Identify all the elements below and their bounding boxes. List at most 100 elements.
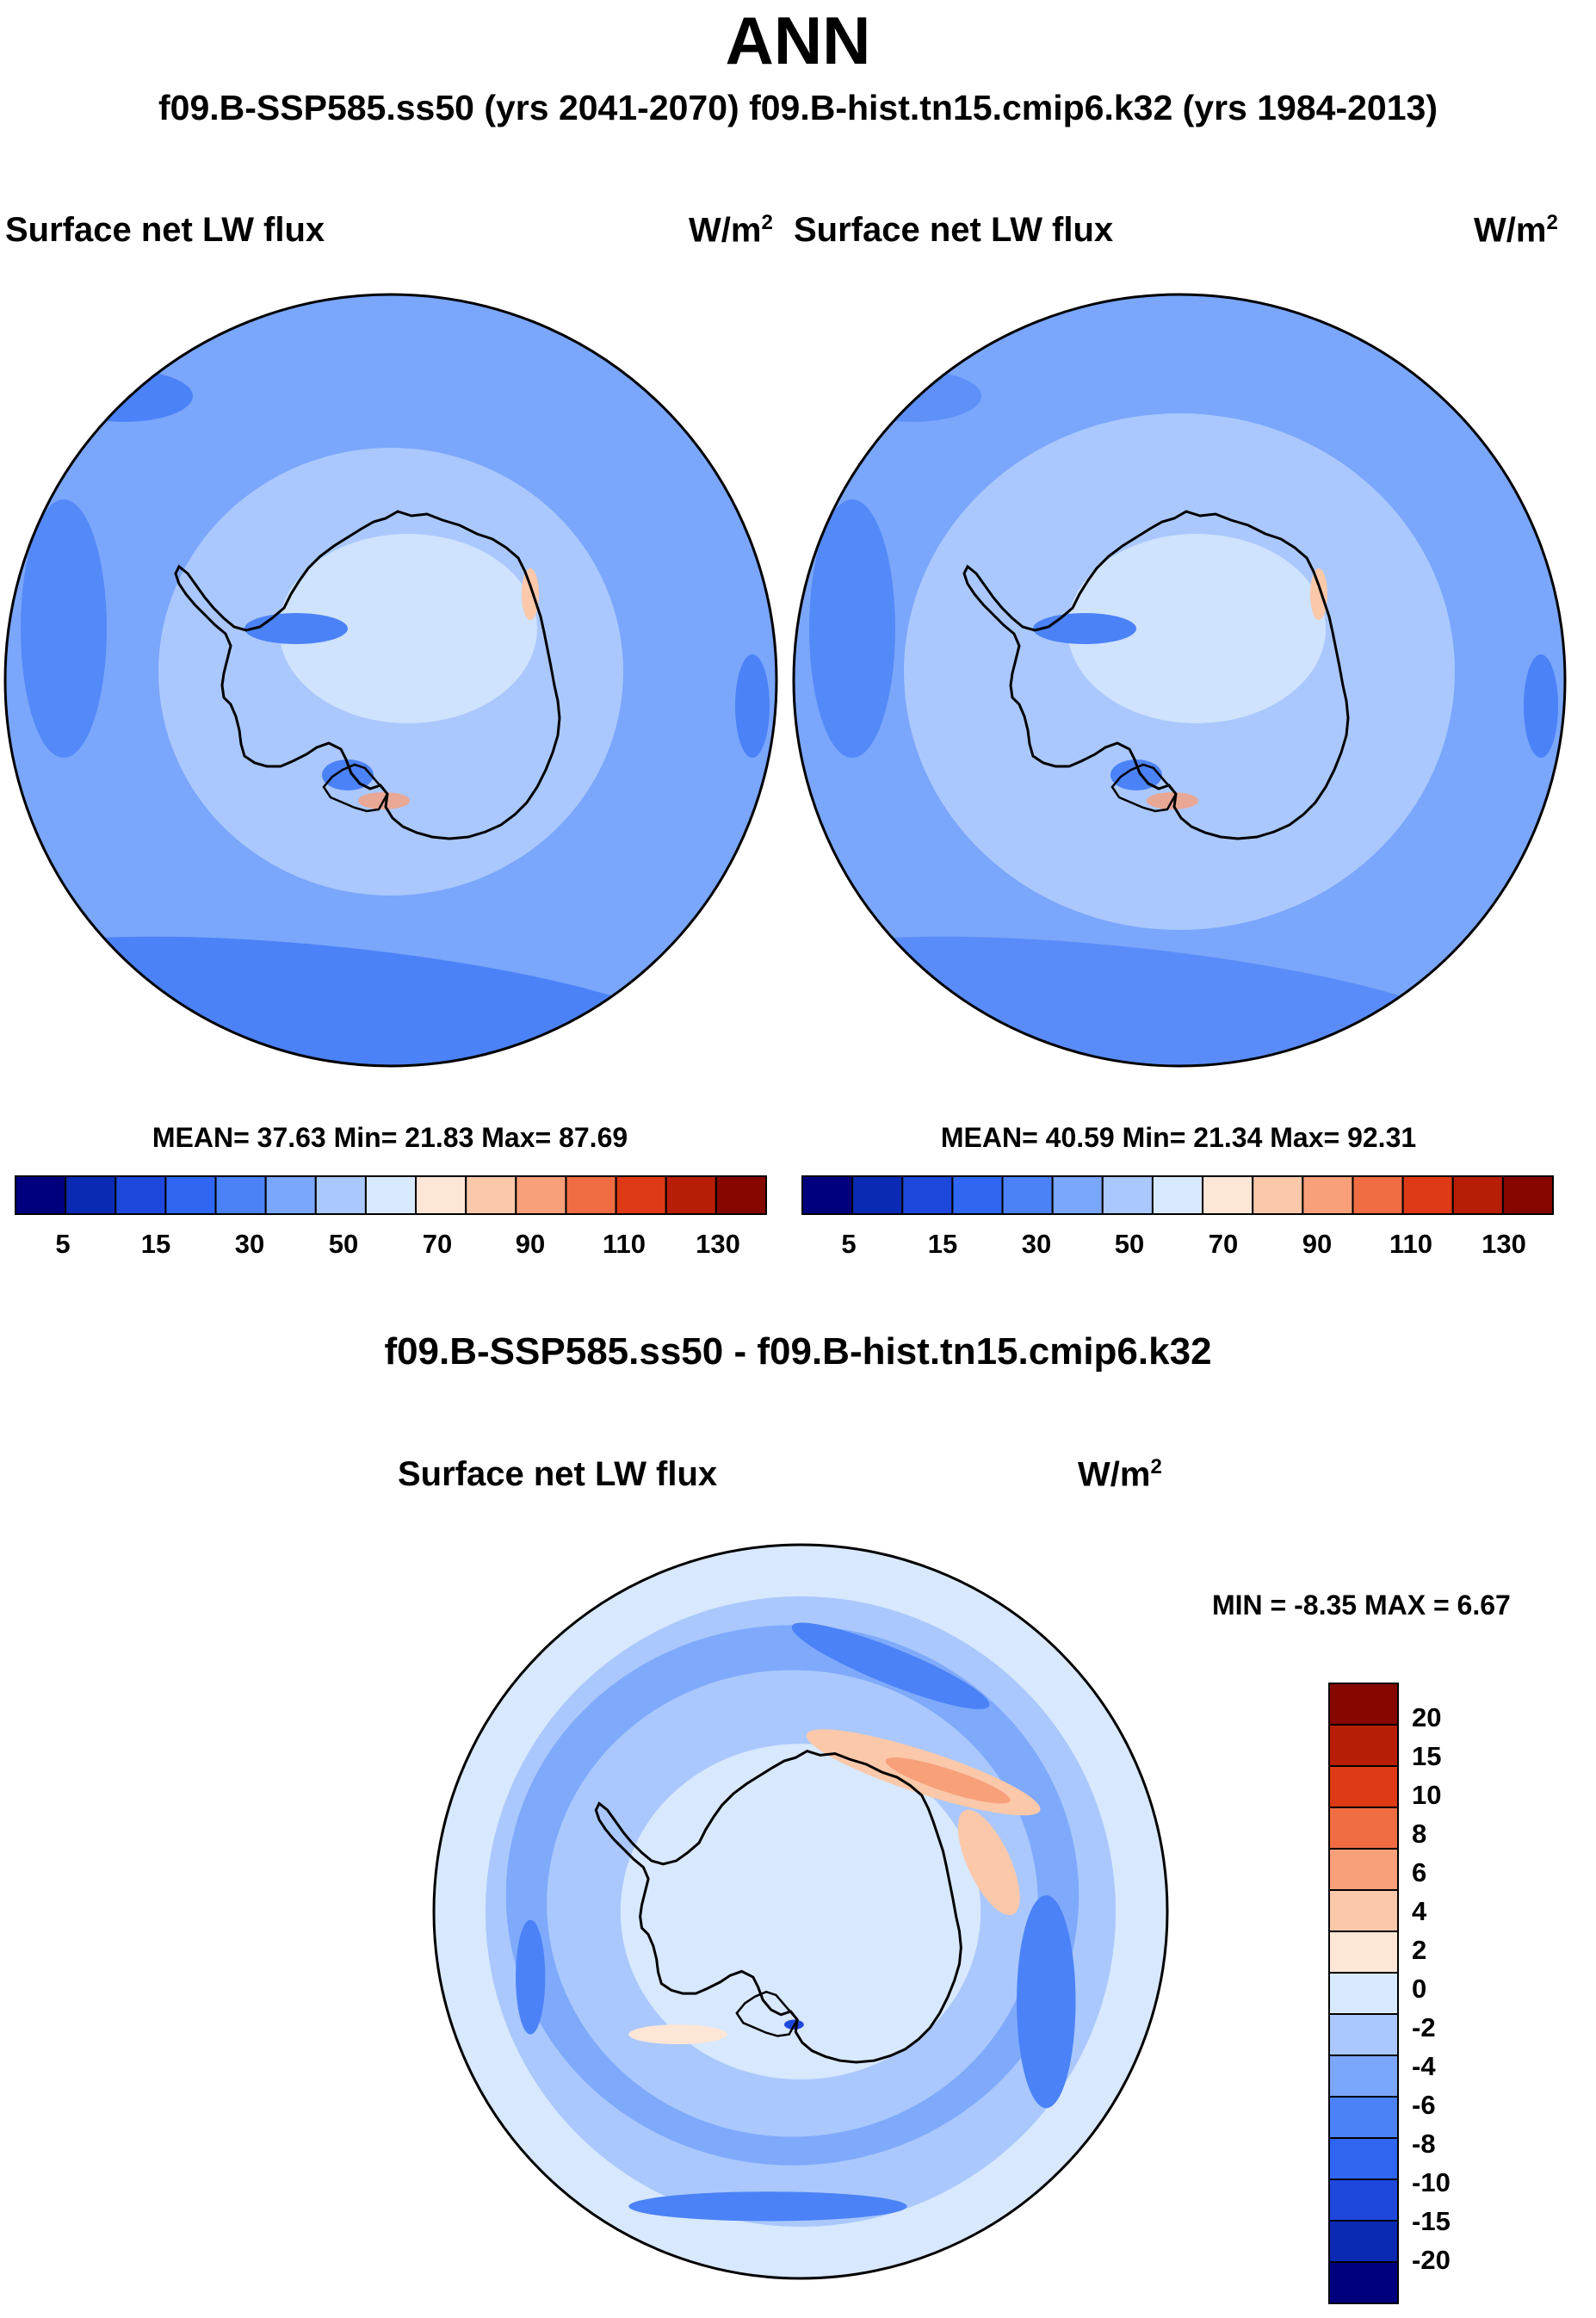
colorbar-box	[665, 1175, 717, 1215]
colorbar-box	[1328, 2013, 1399, 2056]
colorbar-tick-label: 70	[422, 1229, 453, 1259]
colorbar-panel2	[801, 1175, 1555, 1215]
colorbar-tick-label: 4	[1412, 1896, 1427, 1926]
map-panel2-field	[794, 294, 1565, 1066]
field-patch	[809, 499, 895, 758]
colorbar-box	[1328, 2220, 1399, 2263]
field-patch	[516, 1919, 546, 2035]
colorbar-box	[1328, 1807, 1399, 1850]
colorbar-tick-label: -20	[1412, 2245, 1451, 2275]
colorbar-box	[901, 1175, 954, 1215]
colorbar-tick-label: 110	[602, 1229, 646, 1259]
ross-ice-shelf-outline	[322, 763, 389, 813]
colorbar-box	[1252, 1175, 1304, 1215]
colorbar-tick-label: -15	[1412, 2206, 1451, 2236]
colorbar-box	[515, 1175, 567, 1215]
field-patch	[791, 1622, 990, 1709]
panel1-stats: MEAN= 37.63 Min= 21.83 Max= 87.69	[152, 1122, 628, 1153]
colorbar-box	[1328, 1972, 1399, 2015]
diff-title: f09.B-SSP585.ss50 - f09.B-hist.tn15.cmip…	[384, 1330, 1212, 1373]
colorbar-box	[1501, 1175, 1555, 1215]
map-panel1-field	[5, 294, 776, 1066]
antarctica-coastline	[174, 510, 561, 840]
colorbar-box	[164, 1175, 217, 1215]
colorbar-tick-label: 15	[1412, 1741, 1442, 1771]
colorbar-box	[1352, 1175, 1404, 1215]
colorbar-box	[1328, 1765, 1399, 1808]
colorbar-box	[65, 1175, 117, 1215]
colorbar-box	[1202, 1175, 1254, 1215]
ross-ice-shelf-outline	[735, 1990, 799, 2037]
field-interior	[1067, 534, 1326, 723]
map-border	[792, 293, 1567, 1068]
field-patch	[844, 370, 981, 422]
colorbar-panel1	[15, 1175, 767, 1215]
colorbar-tick-label: -4	[1412, 2051, 1436, 2081]
field-patch	[1033, 613, 1136, 644]
colorbar-tick-label: 5	[841, 1229, 857, 1259]
colorbar-box	[714, 1175, 767, 1215]
field-patch	[21, 499, 107, 758]
colorbar-box	[1328, 1889, 1399, 1932]
colorbar-box	[1328, 2179, 1399, 2222]
colorbar-tick-label: 50	[328, 1229, 359, 1259]
colorbar-tick-label: 50	[1114, 1229, 1145, 1259]
colorbar-tick-label: 110	[1389, 1229, 1433, 1259]
colorbar-box	[114, 1175, 167, 1215]
warm-anomaly	[957, 1809, 1020, 1916]
warm-patch	[1310, 568, 1327, 620]
colorbar-box	[1328, 2261, 1399, 2304]
ross-ice-shelf-outline	[1110, 763, 1178, 813]
runs-subtitle: f09.B-SSP585.ss50 (yrs 2041-2070) f09.B-…	[158, 88, 1438, 127]
colorbar-tick-label: 70	[1208, 1229, 1239, 1259]
colorbar-box	[1051, 1175, 1104, 1215]
colorbar-box	[314, 1175, 367, 1215]
colorbar-box	[15, 1175, 67, 1215]
colorbar-tick-label: 30	[1021, 1229, 1052, 1259]
warm-anomaly	[885, 1757, 1011, 1804]
colorbar-box	[951, 1175, 1004, 1215]
colorbar-tick-label: 5	[55, 1229, 71, 1259]
colorbar-tick-label: 10	[1412, 1780, 1442, 1810]
field-patch	[1017, 1894, 1076, 2109]
colorbar-tick-label: 2	[1412, 1935, 1427, 1965]
panel2-units: W/m2	[1474, 211, 1558, 250]
colorbar-box	[1451, 1175, 1504, 1215]
colorbar-tick-label: -2	[1412, 2012, 1436, 2042]
field-interior	[620, 1744, 981, 2079]
panel2-title: Surface net LW flux	[794, 211, 1114, 249]
colorbar-tick-label: -10	[1412, 2167, 1451, 2197]
colorbar-box	[565, 1175, 617, 1215]
map-diff-field	[434, 1545, 1167, 2278]
map-panel1	[3, 293, 778, 1068]
colorbar-tick-label: 8	[1412, 1819, 1427, 1849]
colorbar-box	[1328, 1683, 1399, 1726]
colorbar-tick-label: -8	[1412, 2129, 1436, 2159]
colorbar-tick-label: 20	[1412, 1702, 1442, 1732]
colorbar-box	[1328, 2055, 1399, 2098]
colorbar-box	[1328, 1724, 1399, 1767]
map-border	[432, 1543, 1169, 2280]
colorbar-tick-label: 130	[696, 1229, 740, 1259]
field-patch	[55, 370, 193, 422]
colorbar-box	[1401, 1175, 1454, 1215]
antarctica-coastline	[594, 1749, 962, 2064]
colorbar-box	[851, 1175, 904, 1215]
main-title: ANN	[725, 3, 871, 78]
field-patch	[1524, 654, 1558, 758]
colorbar-box	[1151, 1175, 1204, 1215]
colorbar-tick-label: 90	[1302, 1229, 1333, 1259]
panel3-title: Surface net LW flux	[398, 1455, 718, 1493]
colorbar-box	[615, 1175, 667, 1215]
colorbar-box	[1328, 1931, 1399, 1974]
field-patch	[628, 2191, 907, 2222]
colorbar-box	[801, 1175, 854, 1215]
warm-anomaly	[628, 2024, 727, 2045]
antarctica-coastline	[962, 510, 1350, 840]
panel2-stats: MEAN= 40.59 Min= 21.34 Max= 92.31	[940, 1122, 1417, 1153]
panel1-units: W/m2	[689, 211, 773, 250]
warm-patch	[522, 568, 539, 620]
map-diff	[432, 1543, 1169, 2280]
colorbar-box	[264, 1175, 317, 1215]
